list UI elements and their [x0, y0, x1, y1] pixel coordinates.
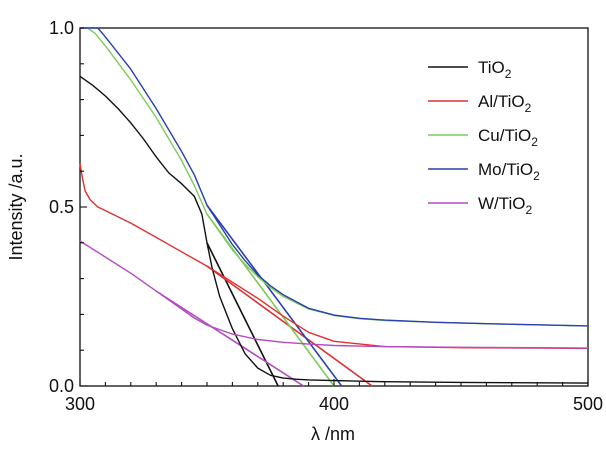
- tangent-line: [155, 290, 304, 387]
- axis-ticks: 300 400 500 0.0 0.5 1.0: [49, 18, 603, 414]
- series-line: [79, 75, 589, 384]
- y-axis-title: Intensity /a.u.: [6, 153, 26, 260]
- tangent-lines: [155, 204, 373, 387]
- legend-label: TiO2: [478, 58, 512, 81]
- tangent-line: [206, 213, 335, 387]
- series-line: [79, 240, 589, 349]
- series-line: [79, 163, 589, 350]
- x-axis-title: λ /nm: [311, 424, 355, 444]
- y-tick-label: 1.0: [49, 18, 74, 38]
- legend-label: Cu/TiO2: [478, 126, 538, 149]
- x-tick-label: 500: [573, 394, 603, 414]
- x-tick-label: 300: [65, 394, 95, 414]
- tangent-line: [206, 242, 279, 387]
- x-tick-label: 400: [319, 394, 349, 414]
- tangent-line: [206, 204, 343, 387]
- y-tick-label: 0.0: [49, 376, 74, 396]
- legend-label: Al/TiO2: [478, 92, 532, 115]
- data-series: [79, 27, 589, 384]
- legend: TiO2 Al/TiO2 Cu/TiO2 Mo/TiO2 W/TiO2: [428, 58, 540, 217]
- series-line: [80, 27, 589, 327]
- y-tick-label: 0.5: [49, 197, 74, 217]
- legend-label: Mo/TiO2: [478, 160, 540, 183]
- legend-label: W/TiO2: [478, 194, 533, 217]
